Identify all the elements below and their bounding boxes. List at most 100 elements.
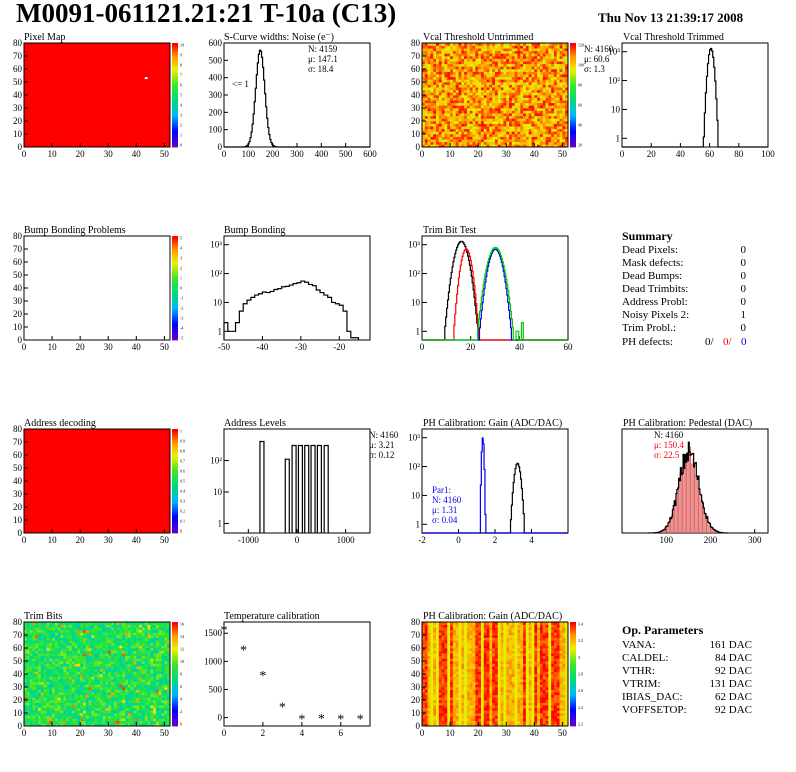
heatmap-cell — [500, 53, 504, 57]
heatmap-cell — [506, 63, 510, 67]
heatmap-cell — [164, 622, 168, 625]
heatmap-cell — [520, 82, 524, 85]
heatmap-cell — [26, 715, 30, 719]
palette-segment — [570, 74, 576, 77]
heatmap-cell — [99, 718, 103, 722]
heatmap-cell — [427, 82, 431, 85]
heatmap-cell — [531, 97, 535, 101]
heatmap-cell — [565, 136, 569, 140]
heatmap-cell — [43, 723, 47, 727]
heatmap-cell — [441, 82, 445, 85]
heatmap-cell — [144, 705, 148, 709]
heatmap-cell — [130, 684, 134, 688]
heatmap-cell — [475, 63, 479, 67]
heatmap-cell — [46, 622, 50, 625]
heatmap-cell — [136, 718, 140, 722]
heatmap-cell — [528, 53, 532, 57]
heatmap-cell — [492, 48, 496, 52]
heatmap-cell — [74, 650, 78, 654]
heatmap-cell — [492, 84, 496, 88]
heatmap-cell — [517, 50, 521, 54]
heatmap-cell — [556, 131, 560, 135]
heatmap-cell — [125, 694, 129, 698]
heatmap-cell — [116, 668, 120, 672]
heatmap-cell — [158, 671, 162, 675]
heatmap-cell — [119, 694, 123, 698]
palette-segment — [172, 638, 178, 642]
heatmap-cell — [500, 123, 504, 127]
heatmap-cell — [108, 666, 112, 670]
heatmap-cell — [556, 141, 560, 145]
heatmap-cell — [99, 679, 103, 683]
heatmap-cell — [144, 632, 148, 636]
heatmap-cell — [32, 684, 36, 688]
heatmap-cell — [537, 69, 541, 72]
heatmap-cell — [537, 108, 541, 111]
heatmap-cell — [464, 71, 468, 75]
heatmap-cell — [542, 100, 546, 104]
heatmap-cell — [528, 144, 532, 148]
heatmap-cell — [24, 676, 28, 680]
y-tick-label: 80 — [13, 617, 23, 627]
heatmap-cell — [455, 66, 459, 70]
heatmap-cell — [139, 684, 143, 688]
heatmap-cell — [91, 687, 95, 690]
heatmap-cell — [32, 720, 36, 724]
y-tick-label: 10³ — [608, 47, 620, 57]
heatmap-cell — [88, 645, 92, 649]
heatmap-cell — [497, 76, 501, 80]
heatmap-cell — [441, 74, 445, 78]
heatmap-cell — [29, 723, 33, 727]
heatmap-cell — [66, 658, 70, 662]
heatmap-cell — [167, 671, 171, 675]
heatmap-cell — [452, 121, 456, 124]
heatmap-cell — [503, 82, 507, 85]
heatmap-cell — [82, 629, 87, 633]
heatmap-cell — [32, 710, 36, 714]
heatmap-cell — [517, 95, 521, 98]
heatmap-cell — [542, 89, 546, 93]
heatmap-cell — [125, 710, 129, 714]
heatmap-cell — [77, 715, 81, 719]
y-tick-label: 40 — [13, 669, 23, 679]
heatmap-cell — [422, 674, 426, 677]
heatmap-cell — [57, 661, 61, 664]
heatmap-cell — [119, 645, 123, 649]
heatmap-cell — [559, 100, 563, 104]
heatmap-cell — [108, 687, 112, 690]
heatmap-cell — [424, 637, 428, 641]
heatmap-cell — [105, 694, 109, 698]
heatmap-cell — [469, 136, 473, 140]
heatmap-cell — [492, 115, 496, 119]
heatmap-cell — [26, 687, 30, 690]
heatmap-cell — [82, 679, 87, 683]
heatmap-cell — [441, 113, 445, 117]
heatmap-cell — [133, 637, 137, 641]
heatmap-cell — [548, 126, 552, 130]
heatmap-cell — [108, 684, 112, 688]
heatmap-cell — [66, 674, 70, 677]
heatmap-cell — [24, 642, 28, 646]
heatmap-cell — [32, 640, 36, 644]
heatmap-cell — [119, 715, 123, 719]
heatmap-cell — [495, 115, 499, 119]
heatmap-cell — [161, 700, 165, 703]
heatmap-cell — [24, 661, 28, 664]
stats-line: N: 4160 — [369, 430, 399, 440]
heatmap-cell — [548, 131, 552, 135]
heatmap-cell — [478, 113, 482, 117]
heatmap-cell — [458, 100, 462, 104]
heatmap-cell — [514, 121, 518, 124]
heatmap-cell — [38, 653, 42, 657]
heatmap-cell — [68, 684, 73, 688]
heatmap-cell — [514, 48, 518, 52]
heatmap-cell — [447, 56, 451, 59]
heatmap-cell — [503, 84, 507, 88]
heatmap-cell — [43, 655, 47, 659]
heatmap-cell — [94, 637, 98, 641]
heatmap-cell — [85, 624, 89, 628]
heatmap-cell — [139, 640, 143, 644]
heatmap-cell — [77, 622, 81, 625]
palette-label: 2 — [180, 709, 182, 714]
heatmap-cell — [422, 702, 426, 706]
